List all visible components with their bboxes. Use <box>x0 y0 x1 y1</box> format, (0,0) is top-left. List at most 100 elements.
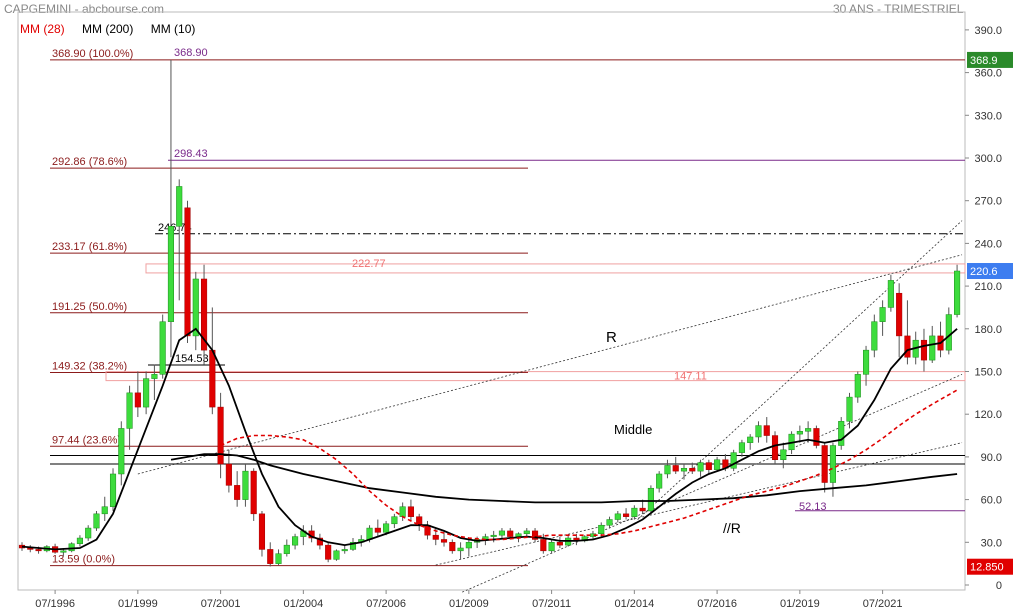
y-tick-label: 360.0 <box>974 68 1002 80</box>
candle-down <box>258 513 266 550</box>
candle-up <box>457 547 464 552</box>
candle-down <box>449 542 456 552</box>
candle-up <box>598 524 605 535</box>
level-246-label: 246.74 <box>158 222 192 234</box>
x-tick-label: 07/2021 <box>863 598 903 610</box>
candle-up <box>846 396 853 422</box>
candle-up <box>730 452 737 469</box>
candle-down <box>771 435 779 460</box>
y-tick-label: 300.0 <box>974 153 1002 165</box>
candle-up <box>68 543 75 552</box>
level-154-label: 154.53 <box>175 353 209 365</box>
label-r-channel: //R <box>723 520 741 536</box>
candle-up <box>929 335 936 361</box>
grid <box>17 11 966 591</box>
candle-down <box>623 513 630 517</box>
candle-up <box>76 537 83 544</box>
candle-up <box>383 523 390 533</box>
candle-down <box>225 463 232 486</box>
x-tick-label: 01/2014 <box>614 598 654 610</box>
x-tick-label: 07/2001 <box>201 598 241 610</box>
candle-up <box>780 449 787 460</box>
candle-down <box>209 349 216 408</box>
badge-high <box>967 51 1013 68</box>
moving-average-legend: MM (28) MM (200) MM (10) <box>20 22 209 36</box>
candle-up <box>631 507 638 517</box>
candle-up <box>366 527 373 540</box>
zone-222 <box>145 263 966 274</box>
candle-up <box>945 314 952 351</box>
y-tick-label: 240.0 <box>974 238 1002 250</box>
candle-up <box>614 513 621 520</box>
candle-down <box>267 549 274 564</box>
candle-down <box>134 392 141 408</box>
candle-down <box>325 544 332 560</box>
x-tick-label: 01/2009 <box>449 598 489 610</box>
fib-label: 13.59 (0.0%) <box>52 554 115 566</box>
candle-down <box>540 539 547 552</box>
level-298-label: 298.43 <box>174 148 208 160</box>
candle-up <box>399 506 406 517</box>
candle-down <box>407 506 414 517</box>
y-tick-label: 270.0 <box>974 196 1002 208</box>
fib-label: 292.86 (78.6%) <box>52 156 127 168</box>
candle-up <box>680 468 688 472</box>
candle-down <box>35 549 42 552</box>
fib-label: 233.17 (61.8%) <box>52 241 127 253</box>
candle-down <box>639 507 646 512</box>
candle-up <box>523 530 530 535</box>
candle-up <box>606 519 613 526</box>
candle-up <box>879 307 886 322</box>
y-tick-label: 120.0 <box>974 409 1002 421</box>
y-tick-label: 0 <box>996 580 1002 592</box>
candle-up <box>954 270 961 315</box>
candle-up <box>498 530 505 536</box>
candle-up <box>755 425 762 438</box>
candle-down <box>201 278 208 351</box>
candle-up <box>60 550 67 553</box>
fibonacci-levels: 368.90 (100.0%) 292.86 (78.6%) 233.17 (61.… <box>50 48 965 567</box>
candle-up <box>85 527 92 539</box>
candle-down <box>217 406 224 465</box>
fib-label: 368.90 (100.0%) <box>52 48 133 60</box>
zone-147 <box>105 371 966 382</box>
candles <box>18 59 961 567</box>
legend-mm10: MM (10) <box>150 22 196 36</box>
candle-up <box>242 470 249 500</box>
candle-down <box>763 425 770 436</box>
candle-up <box>647 487 654 512</box>
candle-up <box>515 533 522 537</box>
candle-down <box>689 468 696 472</box>
y-tick-label: 150.0 <box>974 366 1002 378</box>
y-tick-label: 60.0 <box>981 495 1002 507</box>
axes: 390.0 360.0 330.0 300.0 270.0 240.0 210.0 180.0… <box>35 25 1013 610</box>
candle-up <box>863 349 870 375</box>
candle-down <box>904 335 911 358</box>
zone-222-label: 222.77 <box>352 258 386 270</box>
legend-mm200: MM (200) <box>82 22 134 36</box>
label-middle: Middle <box>614 422 652 437</box>
candle-up <box>871 321 878 351</box>
candle-up <box>747 436 754 443</box>
y-tick-label: 390.0 <box>974 25 1002 37</box>
candle-down <box>672 465 679 472</box>
peak-label: 368.90 <box>174 47 208 59</box>
badge-high-label: 368.9 <box>970 55 998 67</box>
candle-up <box>490 534 497 537</box>
x-tick-label: 07/2016 <box>697 598 737 610</box>
candle-up <box>151 374 158 379</box>
candle-up <box>333 550 340 560</box>
moving-averages <box>21 327 958 551</box>
candle-down <box>184 207 191 337</box>
x-tick-label: 01/1999 <box>118 598 158 610</box>
y-tick-label: 30.0 <box>981 537 1002 549</box>
badge-low <box>967 558 1013 575</box>
candle-up <box>118 428 125 475</box>
candle-up <box>854 374 861 398</box>
ma-line-mm10 <box>21 327 958 551</box>
candle-up <box>341 549 348 552</box>
candle-up <box>143 378 150 408</box>
badge-last <box>967 263 1013 280</box>
candle-up <box>796 431 803 435</box>
